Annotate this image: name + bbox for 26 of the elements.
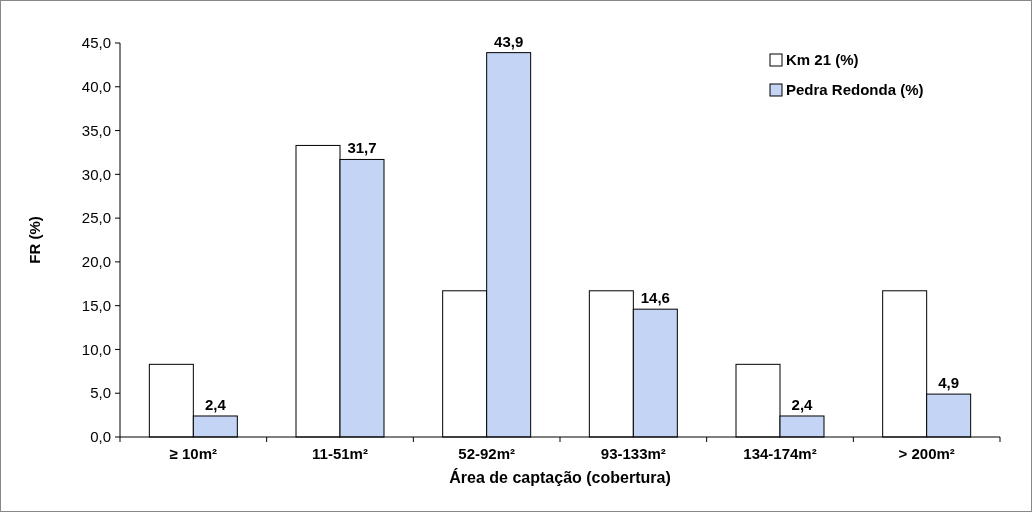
- data-label: 4,9: [938, 374, 960, 392]
- y-tick-label: 45,0: [81, 34, 111, 52]
- x-tick-label: > 200m²: [898, 445, 955, 462]
- x-axis-title: Área de captação (cobertura): [449, 468, 671, 486]
- y-tick-label: 0,0: [90, 428, 111, 446]
- y-tick-label: 25,0: [81, 209, 111, 227]
- y-axis-title: FR (%): [26, 216, 43, 264]
- y-tick-label: 35,0: [81, 121, 111, 139]
- y-tick-label: 15,0: [81, 296, 111, 314]
- x-tick-label: 134-174m²: [743, 445, 817, 462]
- data-label: 31,7: [347, 139, 377, 157]
- data-label: 43,9: [494, 32, 524, 50]
- data-label: 2,4: [791, 395, 814, 413]
- y-tick-label: 30,0: [81, 165, 111, 183]
- legend-label: Pedra Redonda (%): [786, 81, 924, 99]
- data-label: 14,6: [640, 289, 670, 307]
- legend-label: Km 21 (%): [786, 51, 859, 69]
- y-tick-label: 10,0: [81, 340, 111, 358]
- x-tick-label: ≥ 10m²: [169, 445, 218, 462]
- x-tick-label: 11-51m²: [312, 445, 368, 462]
- x-tick-label: 93-133m²: [600, 445, 666, 462]
- y-tick-label: 5,0: [90, 384, 111, 402]
- x-tick-label: 52-92m²: [458, 445, 516, 462]
- data-label: 2,4: [204, 395, 227, 413]
- y-tick-label: 20,0: [81, 253, 111, 271]
- y-tick-label: 40,0: [81, 78, 111, 96]
